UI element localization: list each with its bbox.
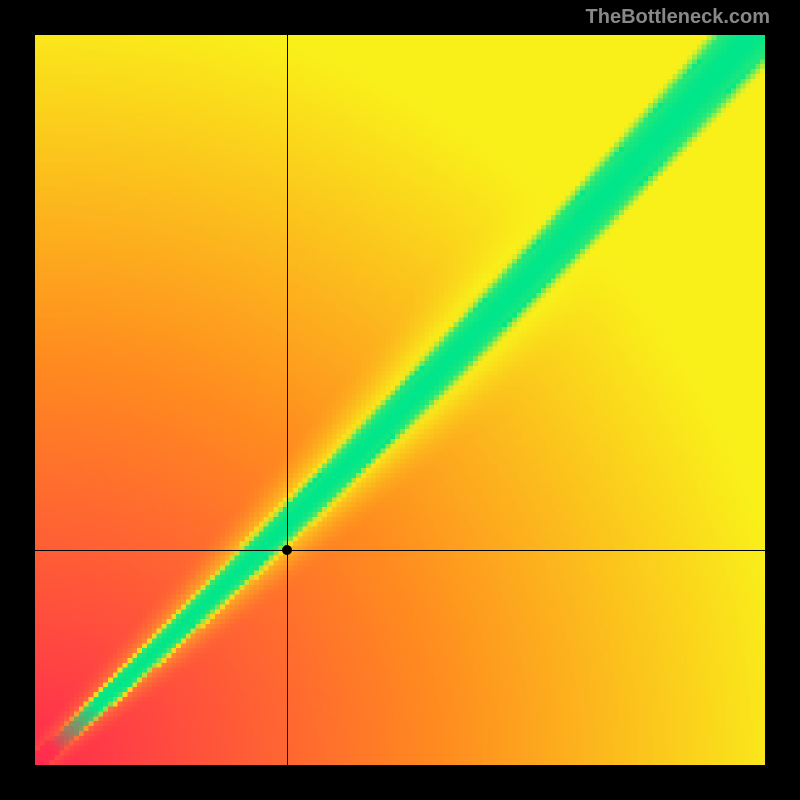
- watermark-text: TheBottleneck.com: [586, 6, 770, 29]
- heatmap-canvas: [35, 35, 765, 765]
- crosshair-vertical: [287, 35, 288, 765]
- crosshair-marker-dot: [282, 545, 292, 555]
- crosshair-horizontal: [35, 550, 765, 551]
- heatmap-plot: [35, 35, 765, 765]
